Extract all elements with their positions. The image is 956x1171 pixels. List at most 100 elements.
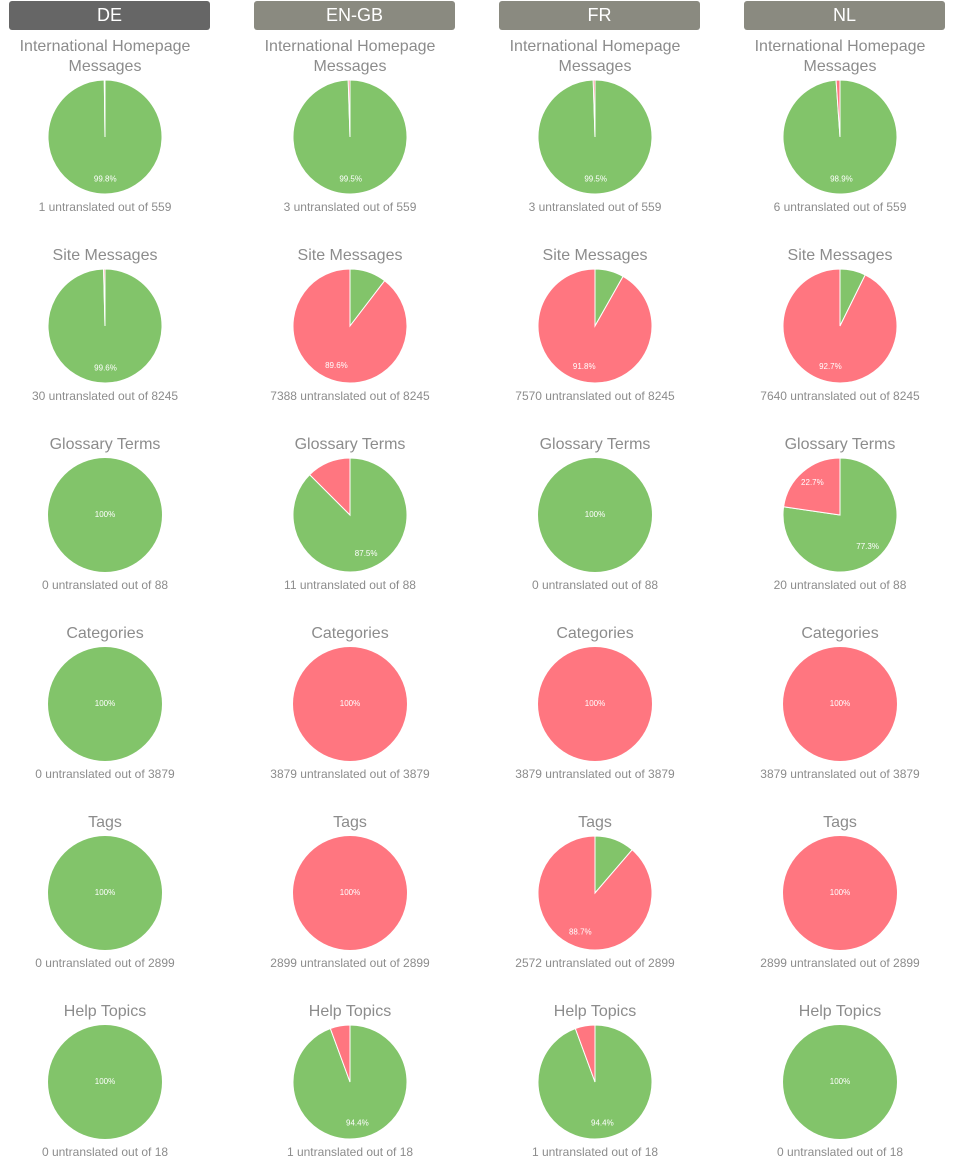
chart-caption: 7388 untranslated out of 8245	[270, 389, 430, 403]
pie-slice	[783, 836, 897, 950]
pie-slice	[329, 1024, 351, 1083]
pie-chart: 100%	[783, 647, 897, 761]
chart-caption: 7640 untranslated out of 8245	[760, 389, 920, 403]
pie-slice	[48, 458, 162, 572]
chart-caption: 1 untranslated out of 18	[531, 1145, 659, 1159]
pie-chart: 100%	[293, 836, 407, 950]
pie-slice	[783, 1025, 897, 1139]
pie-chart: 92.7%	[782, 268, 898, 384]
language-tab[interactable]: EN-GB	[254, 1, 455, 30]
chart-caption: 3879 untranslated out of 3879	[760, 767, 920, 781]
chart-title: International Homepage Messages	[754, 38, 926, 75]
chart-title: Help Topics	[63, 1003, 147, 1020]
pie-slice	[293, 647, 407, 761]
chart-caption: 11 untranslated out of 88	[284, 578, 416, 592]
pie-chart: 91.8%	[537, 268, 653, 384]
chart-title: Tags	[578, 814, 612, 831]
pie-slice	[538, 647, 652, 761]
slice-label: 77.3%	[856, 542, 879, 551]
language-tab[interactable]: FR	[499, 1, 700, 30]
language-tab[interactable]: NL	[744, 1, 945, 30]
pie-chart: 100%	[538, 458, 652, 572]
pie-slice	[48, 1025, 162, 1139]
slice-label: 94.4%	[346, 1119, 369, 1128]
slice-label: 92.7%	[819, 362, 842, 371]
slice-label: 99.5%	[339, 174, 362, 183]
chart-caption: 2899 untranslated out of 2899	[760, 956, 920, 970]
chart-title: Categories	[311, 625, 389, 642]
pie-slice	[308, 457, 351, 517]
chart-caption: 7570 untranslated out of 8245	[515, 389, 675, 403]
chart-caption: 0 untranslated out of 88	[531, 578, 659, 592]
chart-caption: 1 untranslated out of 18	[286, 1145, 414, 1159]
chart-title: Tags	[88, 814, 122, 831]
chart-title: Categories	[556, 625, 634, 642]
pie-chart: 88.7%	[537, 835, 653, 951]
slice-label: 99.5%	[584, 174, 607, 183]
chart-title: Glossary Terms	[784, 436, 896, 453]
chart-title: International Homepage Messages	[264, 38, 436, 75]
chart-caption: 3879 untranslated out of 3879	[515, 767, 675, 781]
pie-chart: 89.6%	[292, 268, 408, 384]
slice-label: 100%	[340, 699, 360, 708]
pie-slice	[537, 835, 653, 951]
slice-label: 98.9%	[830, 174, 853, 183]
chart-title: Glossary Terms	[49, 436, 161, 453]
pie-slice	[537, 268, 653, 384]
chart-title: Tags	[333, 814, 367, 831]
chart-caption: 2572 untranslated out of 2899	[515, 956, 675, 970]
slice-label: 99.8%	[94, 174, 117, 183]
chart-title: Help Topics	[553, 1003, 637, 1020]
chart-caption: 3879 untranslated out of 3879	[270, 767, 430, 781]
pie-slice	[783, 647, 897, 761]
chart-title: Site Messages	[52, 247, 158, 264]
chart-caption: 2899 untranslated out of 2899	[270, 956, 430, 970]
chart-caption: 0 untranslated out of 88	[41, 578, 169, 592]
slice-label: 100%	[340, 888, 360, 897]
pie-chart: 100%	[783, 836, 897, 950]
pie-chart: 100%	[48, 836, 162, 950]
pie-slice	[292, 457, 408, 573]
pie-chart: 100%	[293, 647, 407, 761]
chart-caption: 1 untranslated out of 559	[38, 200, 172, 214]
pie-slice	[292, 268, 408, 384]
chart-caption: 0 untranslated out of 18	[41, 1145, 169, 1159]
pie-chart: 94.4%	[537, 1024, 653, 1140]
chart-title: Site Messages	[787, 247, 893, 264]
pie-slice	[48, 836, 162, 950]
pie-chart: 98.9%	[782, 79, 898, 195]
pie-slice	[538, 458, 652, 572]
pie-slice	[592, 79, 596, 138]
chart-title: Tags	[823, 814, 857, 831]
pie-chart: 94.4%	[292, 1024, 408, 1140]
chart-title: Glossary Terms	[294, 436, 406, 453]
slice-label: 87.5%	[355, 549, 378, 558]
pie-chart: 77.3% 22.7%	[782, 457, 898, 573]
pie-slice	[48, 647, 162, 761]
chart-title: International Homepage Messages	[19, 38, 191, 75]
chart-title: International Homepage Messages	[509, 38, 681, 75]
slice-label: 100%	[585, 699, 605, 708]
pie-slice	[103, 268, 106, 327]
pie-chart: 87.5%	[292, 457, 408, 573]
chart-title: Site Messages	[297, 247, 403, 264]
pie-slice	[347, 79, 351, 138]
slice-label: 100%	[95, 699, 115, 708]
chart-caption: 0 untranslated out of 3879	[35, 767, 175, 781]
slice-label: 99.6%	[94, 363, 117, 372]
chart-title: Categories	[66, 625, 144, 642]
chart-caption: 6 untranslated out of 559	[773, 200, 907, 214]
pie-chart: 100%	[48, 647, 162, 761]
pie-chart: 100%	[783, 1025, 897, 1139]
pie-slice	[835, 79, 841, 138]
chart-title: Categories	[801, 625, 879, 642]
slice-label: 88.7%	[569, 928, 592, 937]
language-tab[interactable]: DE	[9, 1, 210, 30]
slice-label: 100%	[830, 888, 850, 897]
pie-slice	[103, 79, 106, 138]
slice-label: 22.7%	[801, 478, 824, 487]
chart-title: Help Topics	[308, 1003, 392, 1020]
slice-label: 94.4%	[591, 1119, 614, 1128]
slice-label: 100%	[95, 888, 115, 897]
